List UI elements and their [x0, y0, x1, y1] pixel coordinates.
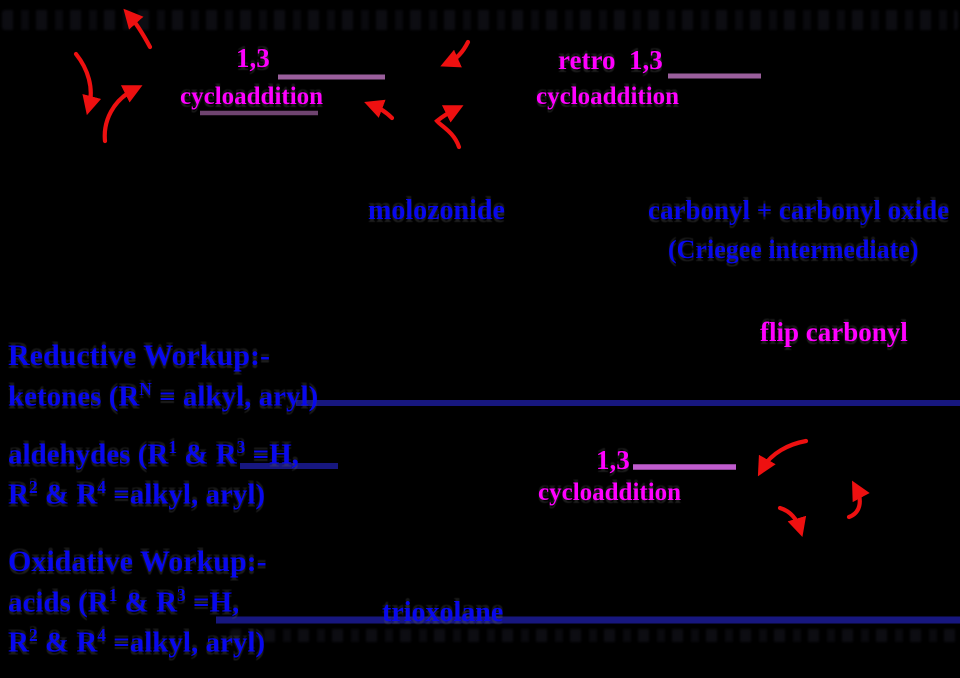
ghost-title-strip — [2, 10, 958, 30]
label-cycloaddition-1-line2: cycloaddition — [180, 83, 324, 110]
curly-arrow-molozonide-right — [434, 105, 464, 150]
curly-arrow-criegee-top — [757, 438, 809, 477]
curly-arrow-criegee-bottom — [777, 505, 807, 538]
label-criegee-intermediate: (Criegee intermediate) — [668, 235, 919, 264]
label-aldehydes-line2: R2 & R4 =alkyl, aryl) — [8, 477, 266, 511]
label-retro-line2: cycloaddition — [536, 83, 680, 110]
label-retro-line1: retro 1,3 — [558, 45, 663, 75]
curly-arrow-molozonide-top — [440, 39, 471, 68]
label-molozonide: molozonide — [368, 195, 505, 226]
ghost-caption-strip — [230, 629, 958, 642]
curly-arrow-criegee-right — [846, 480, 870, 520]
label-cycloaddition-1-line1: 1,3 — [236, 43, 270, 73]
label-cycloaddition-2-line2: cycloaddition — [538, 479, 682, 506]
label-flip-carbonyl: flip carbonyl — [760, 317, 908, 347]
curly-arrow-ozone-top — [123, 8, 153, 50]
curly-arrow-ozone-left — [73, 51, 102, 116]
curly-arrow-alkene — [102, 85, 143, 144]
label-oxidative-workup-title: Oxidative Workup:- — [8, 545, 267, 578]
curly-arrow-molozonide-left — [364, 99, 395, 121]
label-cycloaddition-2-line1: 1,3 — [596, 445, 630, 475]
label-carbonyl-oxide: carbonyl + carbonyl oxide — [648, 195, 950, 225]
label-acids-line1: acids (R1 & R3 =H, — [8, 585, 240, 619]
label-ketones: ketones (RN = alkyl, aryl) — [8, 379, 319, 413]
label-reductive-workup-title: Reductive Workup:- — [8, 339, 270, 372]
label-aldehydes-line1: aldehydes (R1 & R3 =H, — [8, 437, 299, 471]
label-trioxolane: trioxolane — [382, 597, 504, 628]
label-acids-line2: R2 & R4 =alkyl, aryl) — [8, 625, 266, 659]
